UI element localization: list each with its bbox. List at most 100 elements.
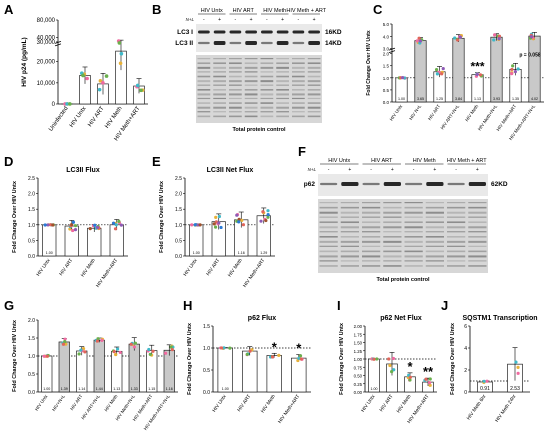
total-protein-stripe <box>447 255 466 258</box>
total-protein-stripe <box>362 260 381 262</box>
total-protein-stripe <box>425 255 444 258</box>
axis-break-mark <box>54 41 62 44</box>
blot-band <box>276 41 289 45</box>
data-point <box>259 219 263 223</box>
total-protein-stripe <box>468 231 487 233</box>
chart-g: Fold Change Over HIV Untx 0.0 0.5 1.0 1.5 2.0… <box>12 318 178 431</box>
y-tick-label: 3.0 <box>383 47 390 52</box>
category-label: HIV Meth <box>80 258 97 279</box>
bar-value-label: 1.00 <box>43 387 50 391</box>
data-point <box>214 215 218 219</box>
blot-lane-mark: - <box>328 167 330 173</box>
total-protein-stripe <box>292 62 305 65</box>
total-protein-stripe <box>340 211 359 214</box>
total-protein-stripe <box>447 202 466 204</box>
y-tick-label: 1.5 <box>203 324 210 330</box>
data-point <box>63 337 67 341</box>
data-point <box>43 223 47 227</box>
total-protein-stripe <box>276 71 289 73</box>
significance-marker: * <box>272 339 278 354</box>
data-point <box>77 352 81 356</box>
total-protein-stripe <box>292 84 305 86</box>
category-label: HIV Meth <box>464 103 479 122</box>
blot-caption: Total protein control <box>232 127 286 133</box>
data-point <box>119 51 124 56</box>
total-protein-stripe <box>244 106 258 109</box>
total-protein-stripe <box>213 80 226 83</box>
total-protein-blot <box>318 199 488 273</box>
y-tick-label: 0.5 <box>28 372 35 378</box>
bar-value-label: 1.00 <box>371 387 378 391</box>
data-point <box>375 357 379 361</box>
y-tick-label: 80,000 <box>37 18 56 24</box>
panel-letter-i: I <box>337 298 341 313</box>
blot-band <box>261 30 273 34</box>
total-protein-stripe <box>197 71 211 73</box>
data-point <box>213 225 218 229</box>
bar-value-label: 1.15 <box>148 387 155 391</box>
total-protein-stripe <box>260 75 274 78</box>
data-point <box>73 228 78 232</box>
data-point <box>63 340 67 344</box>
y-tick-label: 0.0 <box>28 254 35 260</box>
data-point <box>235 213 239 217</box>
y-axis-label: Fold Change Over HIV Untx <box>187 322 193 395</box>
category-label: HIV+N+L <box>51 393 66 412</box>
blot-lane-mark: - <box>235 17 237 23</box>
data-point <box>516 365 520 370</box>
total-protein-stripe <box>213 111 226 113</box>
data-point <box>392 368 396 372</box>
category-label: HIV ART <box>236 394 252 413</box>
data-point <box>117 219 121 223</box>
y-tick-label: 2.0 <box>175 192 182 198</box>
data-point <box>148 352 152 356</box>
data-point <box>219 225 223 230</box>
blot-lane-mark: + <box>433 167 436 173</box>
data-point <box>104 74 109 78</box>
total-protein-stripe <box>244 58 258 60</box>
axis-break-mark <box>388 47 396 51</box>
blot-group-label: HIV ART <box>233 8 255 14</box>
total-protein-stripe <box>229 62 242 65</box>
data-point <box>453 36 457 40</box>
total-protein-stripe <box>468 226 487 229</box>
total-protein-stripe <box>260 80 274 83</box>
blot-band <box>292 41 305 45</box>
y-tick-label: 10,000 <box>37 81 56 87</box>
bar-value-label: 1.00 <box>398 97 405 101</box>
blot-group-label: HIV Meth + ART <box>286 8 326 14</box>
significance-marker: * <box>407 359 413 374</box>
total-protein-stripe <box>383 240 402 243</box>
blot-band <box>320 182 338 186</box>
total-protein-stripe <box>276 58 289 60</box>
category-label: HIV Untx <box>389 103 404 121</box>
bar <box>163 349 175 393</box>
data-point <box>408 375 412 379</box>
total-protein-stripe <box>292 89 305 91</box>
category-label: HIV Untx <box>35 257 52 277</box>
total-protein-stripe <box>468 206 487 209</box>
bar-value-label: 1.16 <box>166 387 173 391</box>
total-protein-stripe <box>307 111 321 113</box>
category-label: HIV Untx <box>34 393 49 411</box>
y-tick-label: 0.5 <box>175 238 182 244</box>
category-label: HIV Meth+ART <box>242 258 266 289</box>
total-protein-stripe <box>404 206 423 209</box>
y-axis-label: Fold Change Over HIV Untx <box>450 322 456 395</box>
total-protein-stripe <box>383 202 402 204</box>
y-tick-label: 2.00 <box>354 324 363 329</box>
data-point <box>514 360 518 364</box>
data-point <box>193 223 197 227</box>
total-protein-stripe <box>404 211 423 214</box>
bar <box>146 350 158 393</box>
y-axis-label: Fold Change Over HIV Untx <box>159 180 165 253</box>
total-protein-stripe <box>229 115 242 118</box>
total-protein-stripe <box>276 93 289 96</box>
total-protein-stripe <box>340 221 359 224</box>
data-point <box>427 380 432 385</box>
chart-title: LC3II Flux <box>66 167 100 174</box>
data-point <box>68 102 72 106</box>
blot-lane-mark: + <box>313 17 316 23</box>
data-point <box>113 227 118 231</box>
total-protein-stripe <box>244 97 258 100</box>
